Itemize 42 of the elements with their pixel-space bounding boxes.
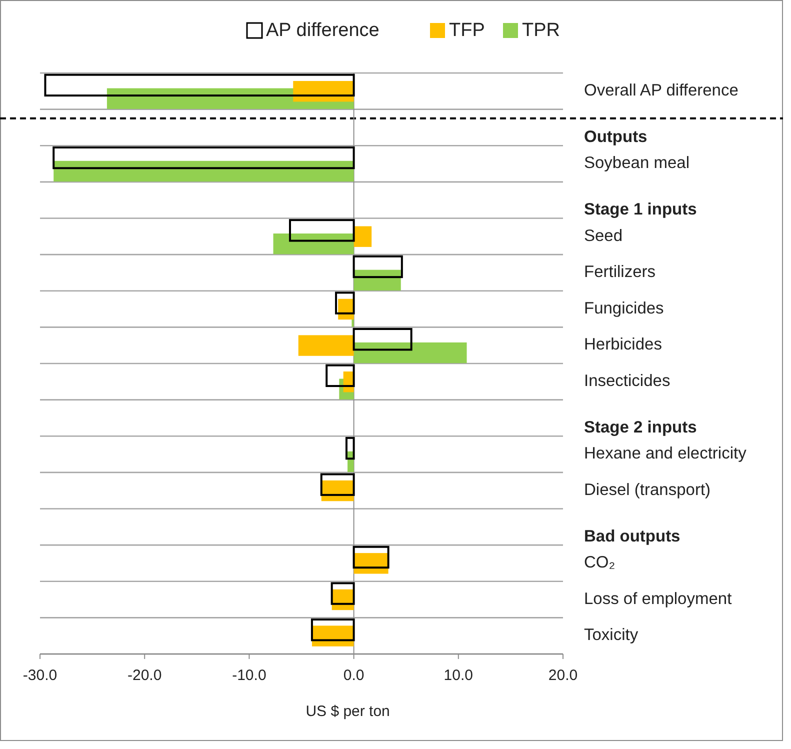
legend-label: AP difference <box>266 20 380 42</box>
x-axis-title: US $ per ton <box>306 703 390 720</box>
y-tick-label: Diesel (transport) <box>584 480 711 499</box>
y-tick-label: Loss of employment <box>584 590 732 608</box>
legend-label: TPR <box>522 20 560 42</box>
x-tick-label: -10.0 <box>232 667 266 684</box>
bar <box>288 219 355 242</box>
x-tick-label: 0.0 <box>343 667 364 684</box>
y-tick-label: Seed <box>584 226 623 245</box>
y-tick-label: Overall AP difference <box>584 82 738 100</box>
y-tick-label: Herbicides <box>584 336 662 354</box>
bar <box>352 546 390 569</box>
bar <box>354 226 372 247</box>
y-tick-label: Fertilizers <box>584 263 656 282</box>
bar <box>273 234 354 254</box>
y-tick-label: Stage 1 inputs <box>584 200 697 219</box>
x-tick-label: -20.0 <box>128 667 162 684</box>
bar <box>354 342 467 364</box>
bar <box>326 364 355 388</box>
bar <box>310 618 355 642</box>
y-tick-label: Insecticides <box>584 372 670 390</box>
x-tick-label: -30.0 <box>22 667 58 684</box>
bar <box>352 328 412 351</box>
bar <box>335 292 355 314</box>
y-tick-label: Fungicides <box>584 299 664 318</box>
bar <box>52 146 355 170</box>
legend-label: TFP <box>449 20 485 42</box>
y-tick-label: Bad outputs <box>584 527 680 546</box>
y-tick-label: Hexane and electricity <box>584 444 748 463</box>
bar <box>352 255 403 278</box>
y-tick-label: Stage 2 inputs <box>584 418 697 436</box>
x-tick-label: 20.0 <box>548 667 578 684</box>
bar <box>44 74 355 97</box>
y-tick-label: Outputs <box>584 128 648 146</box>
x-tick-label: 10.0 <box>444 667 473 684</box>
bar <box>330 582 355 605</box>
bar <box>320 473 355 496</box>
y-tick-label: CO₂ <box>584 554 616 572</box>
y-tick-label: Toxicity <box>584 626 639 644</box>
bar <box>298 335 354 356</box>
y-tick-label: Soybean meal <box>584 154 690 172</box>
bar <box>345 436 355 460</box>
